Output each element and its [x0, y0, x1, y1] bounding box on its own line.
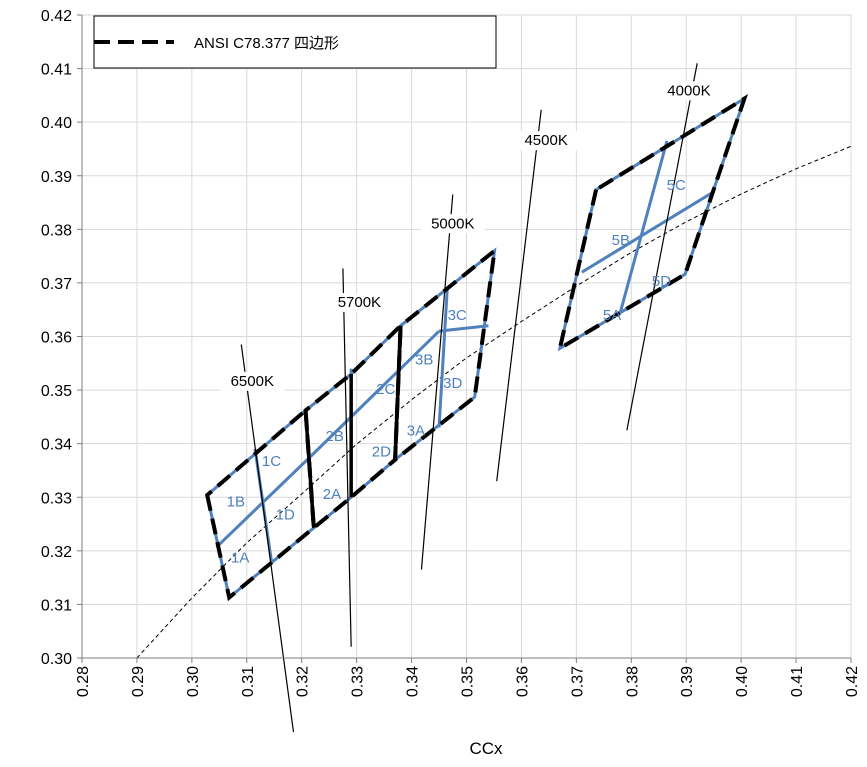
bin-label: 3D [443, 375, 462, 392]
legend-entry-label: ANSI C78.377 四边形 [194, 35, 339, 52]
grid-lines [81, 14, 852, 659]
bin-labels: 1A 1B 1C 1D 2A 2B 2C 2D 3A 3B 3C 3D 5A 5B 5C 5D [227, 177, 686, 566]
cct-label-background [514, 131, 579, 151]
y-tick-label: 0.35 [41, 383, 72, 400]
bin-label: 2D [372, 444, 391, 461]
y-tick-label: 0.37 [41, 276, 72, 293]
cct-label-background [220, 371, 285, 391]
ansi-quadrangles [204, 94, 749, 602]
bin-label: 2C [376, 381, 395, 398]
cct-lines: 6500K 5700K 5000K 4500K 4000K [220, 63, 721, 733]
x-tick-label: 0.40 [734, 666, 751, 697]
cct-line [626, 63, 698, 431]
bin-lines [215, 140, 715, 562]
cct-label: 5000K [431, 215, 474, 232]
bin-divider-line [438, 324, 489, 333]
x-tick-label: 0.35 [460, 666, 477, 697]
y-tick-label: 0.31 [41, 597, 72, 614]
bin-divider-line [618, 140, 669, 313]
axes [77, 14, 852, 663]
planckian-locus [136, 145, 852, 659]
y-tick-label: 0.33 [41, 490, 72, 507]
x-tick-label: 0.34 [405, 666, 422, 697]
cct-line [240, 344, 295, 733]
y-tick-label: 0.34 [41, 437, 72, 454]
bin-label: 3A [407, 422, 425, 439]
quadrangle-dashed-outline [392, 246, 498, 464]
bin-divider-line [307, 330, 441, 460]
x-tick-label: 0.30 [185, 666, 202, 697]
cct-label: 6500K [231, 373, 274, 390]
x-tick-label: 0.39 [679, 666, 696, 697]
x-axis-title: CCx [469, 739, 503, 758]
x-tick-label: 0.28 [75, 666, 92, 697]
quadrangle-shared-edge [303, 410, 316, 528]
cct-line [342, 268, 352, 647]
bin-label: 3C [448, 307, 467, 324]
x-tick-label: 0.37 [569, 666, 586, 697]
cct-label-background [420, 214, 485, 234]
legend: ANSI C78.377 四边形 [93, 15, 497, 69]
bin-label: 5C [667, 177, 686, 194]
quadrangle-dashed-outline [204, 406, 316, 602]
cct-label-background [656, 81, 721, 101]
y-tick-label: 0.40 [41, 115, 72, 132]
y-tick-label: 0.39 [41, 169, 72, 186]
y-tick-label: 0.36 [41, 330, 72, 347]
y-tick-label: 0.42 [41, 8, 72, 25]
y-tick-label: 0.41 [41, 62, 72, 79]
y-tick-label: 0.38 [41, 222, 72, 239]
x-tick-label: 0.31 [240, 666, 257, 697]
legend-box [93, 15, 497, 69]
y-tick-label: 0.30 [41, 651, 72, 668]
bin-divider-line [581, 190, 715, 274]
bin-divider-line [437, 288, 449, 428]
bin-label: 2A [323, 486, 341, 503]
bin-label: 1A [231, 549, 249, 566]
cct-line [496, 109, 542, 482]
cct-label: 4000K [667, 82, 710, 99]
bin-label: 5A [603, 307, 621, 324]
cct-label: 5700K [338, 294, 381, 311]
quadrangle-shared-edge [393, 325, 403, 460]
bin-label: 5B [612, 232, 630, 249]
x-tick-label: 0.38 [624, 666, 641, 697]
tick-labels: 0.30 0.31 0.32 0.33 0.34 0.35 0.36 0.37 0.38 0.39… [41, 8, 861, 697]
x-tick-label: 0.32 [295, 666, 312, 697]
x-tick-label: 0.29 [130, 666, 147, 697]
bin-label: 1C [262, 453, 281, 470]
x-tick-label: 0.42 [844, 666, 861, 697]
x-tick-label: 0.41 [789, 666, 806, 697]
bin-label: 3B [415, 352, 433, 369]
planckian-locus-curve [136, 145, 852, 659]
cct-label: 4500K [524, 132, 567, 149]
cct-line [420, 194, 454, 570]
bin-label: 5D [652, 273, 671, 290]
quadrangle-dashed-outline [556, 94, 749, 353]
y-tick-label: 0.32 [41, 544, 72, 561]
bin-label: 1D [276, 506, 295, 523]
x-tick-label: 0.36 [514, 666, 531, 697]
bin-label: 2B [325, 428, 343, 445]
bin-label: 1B [227, 494, 245, 511]
cct-label-background [327, 293, 392, 313]
x-tick-label: 0.33 [350, 666, 367, 697]
